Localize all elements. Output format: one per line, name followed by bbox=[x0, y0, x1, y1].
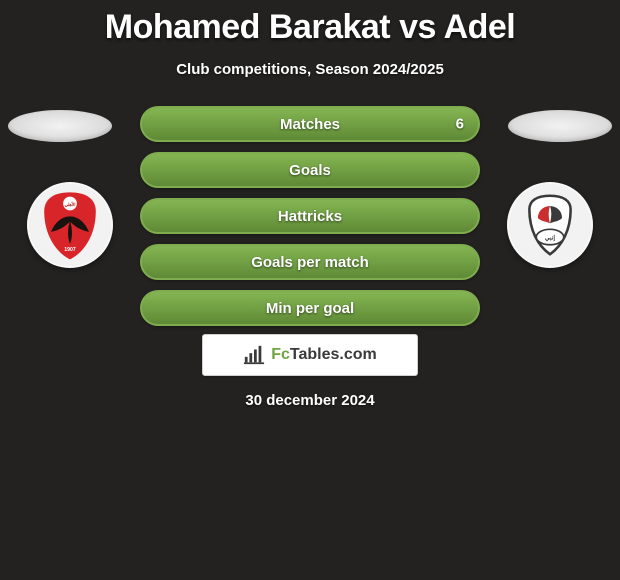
stat-pills: Matches 6 Goals Hattricks Goals per matc… bbox=[140, 106, 480, 336]
club-logo-left: الأهلي 1907 bbox=[27, 182, 113, 268]
stat-label: Matches bbox=[280, 116, 340, 133]
brand-rest: Tables.com bbox=[290, 346, 377, 363]
stat-row-hattricks: Hattricks bbox=[140, 198, 480, 234]
stat-label: Goals per match bbox=[251, 254, 369, 271]
page-title: Mohamed Barakat vs Adel bbox=[0, 0, 620, 47]
brand-box: FcTables.com bbox=[202, 334, 418, 376]
al-ahly-crest-icon: الأهلي 1907 bbox=[27, 182, 113, 268]
bar-chart-icon bbox=[243, 344, 265, 366]
stat-label: Hattricks bbox=[278, 208, 342, 225]
stat-row-matches: Matches 6 bbox=[140, 106, 480, 142]
stat-row-goals: Goals bbox=[140, 152, 480, 188]
stat-label: Goals bbox=[289, 162, 331, 179]
page-subtitle: Club competitions, Season 2024/2025 bbox=[0, 61, 620, 78]
player-photo-right bbox=[508, 110, 612, 142]
club-logo-right: إنبي bbox=[507, 182, 593, 268]
svg-text:الأهلي: الأهلي bbox=[65, 201, 76, 208]
enppi-crest-icon: إنبي bbox=[507, 182, 593, 268]
brand-text: FcTables.com bbox=[271, 346, 377, 364]
brand-prefix: Fc bbox=[271, 346, 290, 363]
footer: FcTables.com 30 december 2024 bbox=[0, 334, 620, 409]
stat-value-right: 6 bbox=[456, 116, 464, 133]
stat-row-goals-per-match: Goals per match bbox=[140, 244, 480, 280]
stat-row-min-per-goal: Min per goal bbox=[140, 290, 480, 326]
stat-label: Min per goal bbox=[266, 300, 354, 317]
player-photo-left bbox=[8, 110, 112, 142]
svg-text:1907: 1907 bbox=[64, 247, 76, 253]
svg-text:إنبي: إنبي bbox=[545, 235, 556, 242]
footer-date: 30 december 2024 bbox=[245, 392, 374, 409]
